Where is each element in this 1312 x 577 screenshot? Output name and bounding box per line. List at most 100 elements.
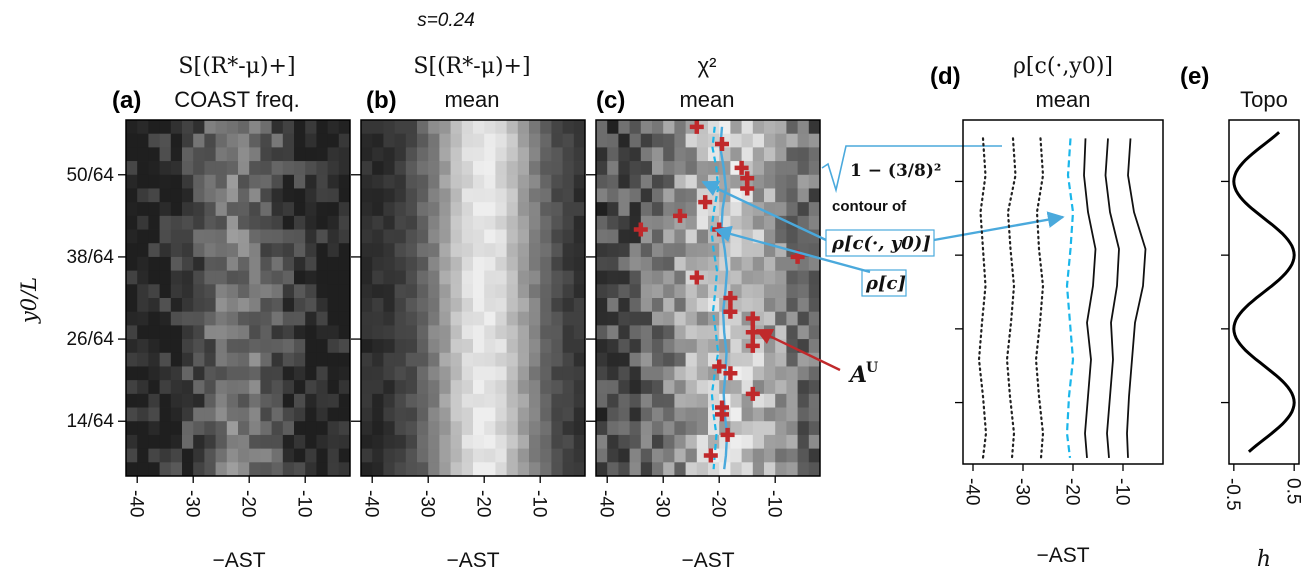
heat-c-cell [786, 421, 798, 436]
heat-c-cell [764, 147, 776, 162]
heat-c-cell [752, 393, 765, 408]
heat-b-cell [394, 161, 407, 176]
heat-b-cell [562, 339, 575, 354]
heat-c-cell [719, 256, 731, 272]
heat-b-cell [383, 215, 395, 230]
heat-a-cell [249, 243, 261, 258]
heat-c-cell [640, 407, 653, 422]
heat-c-cell [596, 421, 608, 436]
heat-a-cell [204, 284, 216, 299]
heat-a-cell [182, 298, 194, 313]
heat-a-cell [316, 256, 328, 272]
heat-b-cell [573, 462, 586, 477]
heat-a-cell [137, 366, 149, 381]
heat-b-cell [517, 243, 530, 258]
heat-c-cell [685, 161, 698, 176]
heat-a-cell [249, 421, 261, 436]
heat-c-cell [764, 284, 776, 299]
heat-a-cell [271, 462, 284, 477]
heat-b-cell [450, 161, 463, 176]
figure-top-label: s=0.24 [417, 10, 475, 31]
heat-b-cell [484, 462, 496, 477]
heat-b-cell [383, 325, 395, 340]
heat-a-cell [126, 380, 138, 395]
heat-a-cell [226, 311, 239, 326]
heat-a-cell [215, 161, 228, 176]
heat-c-cell [708, 298, 720, 313]
heat-c-cell [685, 325, 698, 340]
heat-a-cell [215, 298, 228, 313]
heat-b-cell [573, 339, 586, 354]
heat-c-cell [786, 380, 798, 395]
heat-b-cell [461, 339, 474, 354]
heat-c-cell [652, 202, 664, 217]
heat-c-cell [775, 161, 787, 176]
heat-a-cell [159, 284, 172, 299]
heat-b-cell [484, 380, 496, 395]
heat-b-cell [529, 325, 541, 340]
heat-c-cell [797, 120, 810, 135]
heat-a-cell [249, 229, 261, 244]
heat-b-cell [484, 147, 496, 162]
heat-c-cell [652, 161, 664, 176]
heat-a-cell [193, 407, 205, 422]
heat-c-cell [629, 188, 642, 203]
heat-b-cell [529, 120, 541, 135]
heat-a-cell [338, 339, 351, 354]
heat-a-cell [316, 229, 328, 244]
heat-a-cell [148, 421, 160, 436]
heat-a-cell [338, 325, 351, 340]
heat-a-cell [327, 448, 340, 463]
heat-c-cell [685, 352, 698, 367]
heat-c-cell [752, 284, 765, 299]
heat-c-cell [719, 270, 731, 285]
heat-c-cell [618, 352, 630, 367]
heat-b-cell [428, 448, 440, 463]
heat-c-cell [719, 421, 731, 436]
heat-b-cell [372, 462, 384, 477]
heat-b-cell [473, 462, 485, 477]
panel-b-title-line2: mean [444, 87, 499, 112]
heat-a-cell [260, 202, 272, 217]
heat-a-cell [249, 161, 261, 176]
heat-c-cell [640, 352, 653, 367]
heat-b-cell [450, 174, 463, 189]
heat-b-cell [517, 366, 530, 381]
heat-a-cell [282, 339, 295, 354]
heat-b-cell [439, 462, 451, 477]
heat-b-cell [573, 325, 586, 340]
heat-b-cell [417, 174, 429, 189]
heat-b-cell [461, 243, 474, 258]
heat-b-cell [562, 256, 575, 272]
heat-a-cell [271, 133, 284, 148]
heat-a-cell [182, 311, 194, 326]
heat-b-cell [551, 366, 563, 381]
heat-a-cell [282, 421, 295, 436]
heat-a-cell [238, 380, 250, 395]
heat-c-cell [652, 434, 664, 450]
heat-b-cell [484, 352, 496, 367]
heat-c-cell [674, 448, 686, 463]
heat-a-cell [159, 448, 172, 463]
heat-c-cell [629, 311, 642, 326]
heat-b-cell [562, 133, 575, 148]
heat-b-cell [383, 174, 395, 189]
heat-c-cell [708, 352, 720, 367]
heat-a-cell [305, 311, 317, 326]
heat-a-cell [294, 311, 306, 326]
heat-a-cell [159, 298, 172, 313]
heat-c-cell [696, 339, 709, 354]
heat-c-cell [652, 325, 664, 340]
heat-b-cell [361, 147, 373, 162]
heat-b-cell [562, 215, 575, 230]
heat-c-cell [618, 434, 630, 450]
heat-a-cell [316, 147, 328, 162]
heat-a-cell [170, 434, 183, 450]
heat-a-cell [148, 393, 160, 408]
heat-c-cell [708, 366, 720, 381]
heat-b-cell [383, 270, 395, 285]
heat-a-cell [338, 215, 351, 230]
heat-b-cell [573, 352, 586, 367]
heat-b-cell [439, 215, 451, 230]
panel-d-label: (d) [930, 63, 961, 90]
